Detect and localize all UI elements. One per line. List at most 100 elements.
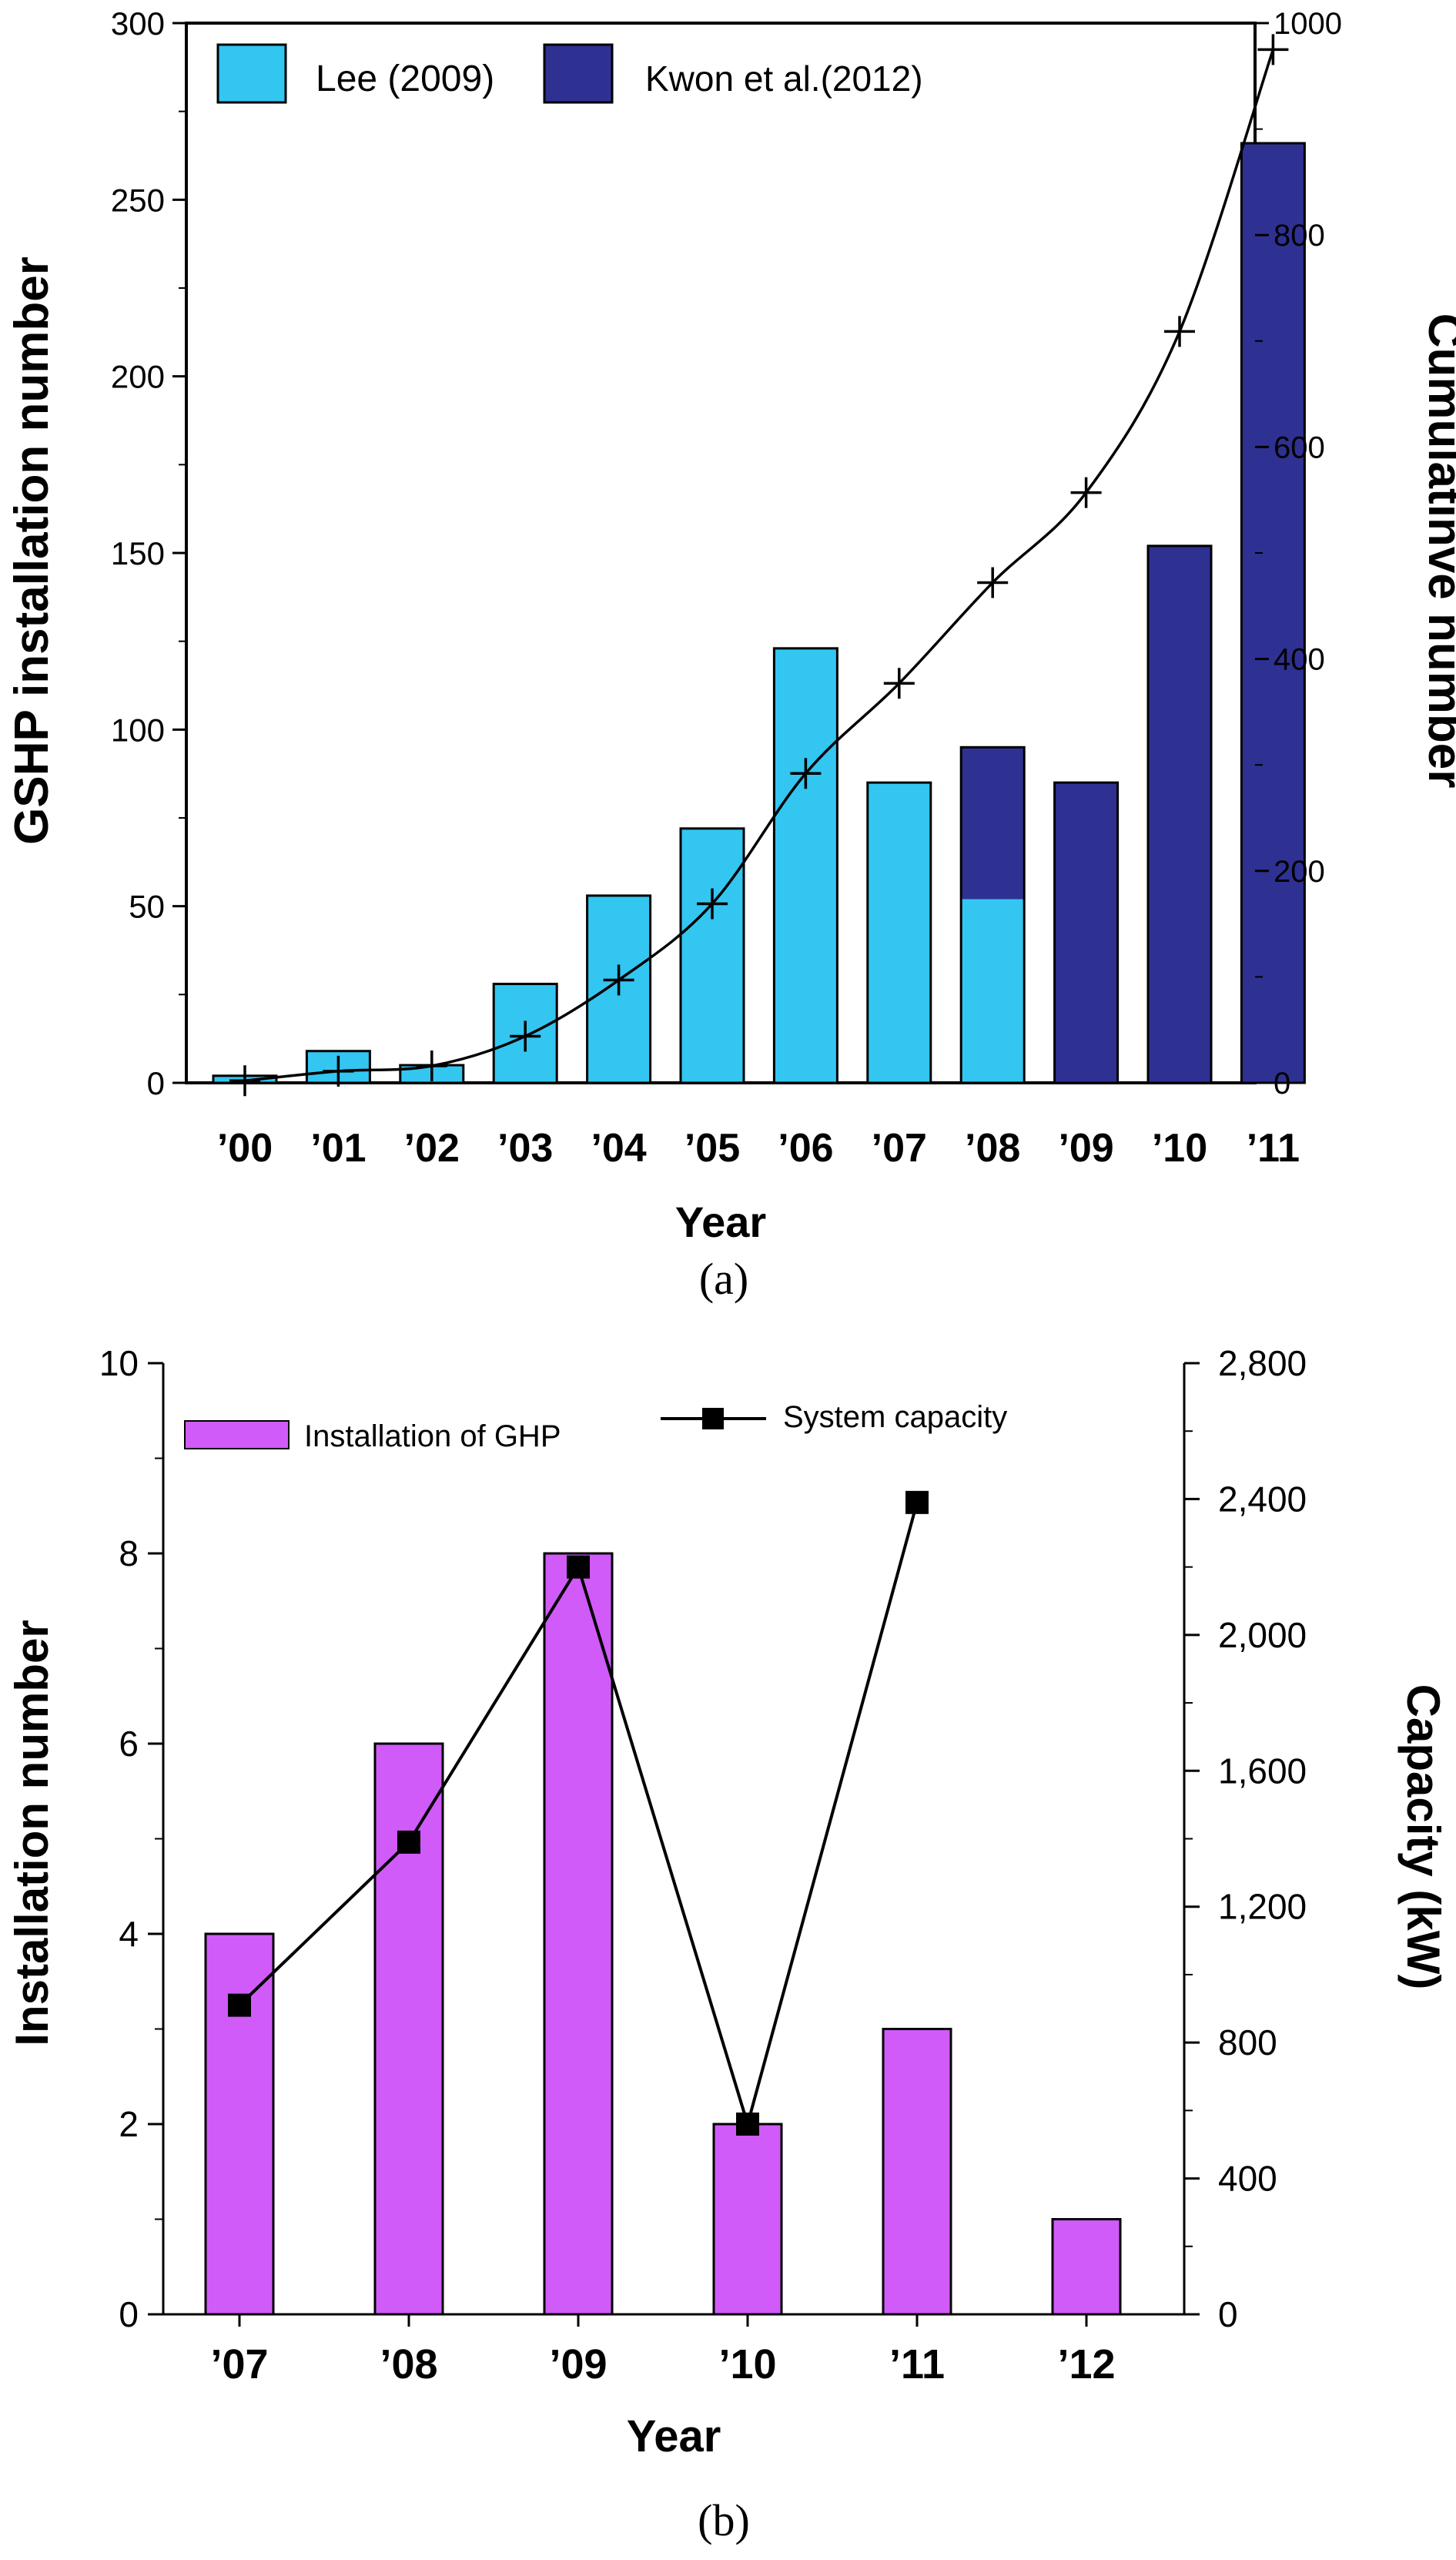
y2-tick-label-b-0: 0 [1218,2294,1238,2334]
bar-ghp-5 [1051,2218,1122,2316]
bar-outline-3 [492,983,558,1084]
y-tick-label-b-1: 2 [119,2104,139,2144]
x-tick-label-a-2: ’02 [404,1126,460,1171]
y2-tick-label-b-2: 800 [1218,2022,1277,2062]
bar-ghp-0 [204,1932,275,2316]
y-tick-label-b-2: 4 [119,1914,139,1954]
cumulative-point-0 [229,1065,260,1097]
x-tick-label-a-7: ’07 [872,1126,927,1171]
x-tick-label-a-9: ’09 [1058,1126,1113,1171]
cumulative-point-6 [790,758,822,789]
y-tick-label-a-2: 100 [111,712,165,748]
legend-a: Lee (2009) Kwon et al.(2012) [216,43,923,104]
bar-lee-7 [867,782,931,1083]
bar-outline-4 [586,894,652,1084]
y2-tick-label-a-3: 600 [1274,431,1325,464]
y2-tick-label-a-1: 200 [1274,855,1325,889]
cumulative-point-11 [1257,34,1289,65]
bar-ghp-2 [543,1552,614,2316]
cumulative-point-5 [697,888,728,920]
x-tick-label-a-4: ’04 [591,1126,646,1171]
y-axis-label-b: Installation number [6,1620,58,2046]
y2-tick-label-b-7: 2,800 [1218,1343,1307,1383]
legend-marker-capacity [702,1408,724,1429]
legend-label-lee: Lee (2009) [316,59,494,99]
bar-outline-9 [1053,781,1120,1084]
cumulative-point-2 [416,1050,447,1081]
capacity-point-2 [567,1555,590,1579]
capacity-point-4 [905,1490,929,1514]
legend-label-kwon: Kwon et al.(2012) [645,59,923,99]
x-tick-label-b-1: ’08 [380,2341,437,2387]
y-tick-label-a-5: 250 [111,182,165,218]
bar-lee-5 [681,828,744,1083]
panel-caption-b: (b) [698,2495,750,2545]
cumulative-point-9 [1070,477,1102,508]
y2-tick-label-b-1: 400 [1218,2159,1277,2199]
bar-kwon-8 [961,747,1025,900]
x-tick-label-b-3: ’10 [718,2341,776,2387]
y2-tick-label-a-2: 400 [1274,643,1325,677]
bar-outline-11 [1240,142,1306,1084]
y2-tick-label-a-4: 800 [1274,219,1325,253]
bar-lee-8 [961,899,1025,1083]
x-tick-label-a-5: ’05 [684,1126,740,1171]
chart-panel-b: 0 2 4 6 8 10 0 400 800 1,200 1,600 2,000 2,400 2,800… [6,1343,1449,2545]
y-tick-label-b-0: 0 [119,2294,139,2334]
bar-ghp-3 [712,2123,783,2316]
y2-tick-label-b-5: 2,000 [1218,1615,1307,1655]
legend-swatch-kwon [543,43,614,104]
panel-caption-a: (a) [699,1254,748,1304]
x-tick-label-a-1: ’01 [310,1126,366,1171]
bar-kwon-10 [1148,545,1211,1083]
legend-swatch-lee [216,43,287,104]
x-tick-label-b-2: ’09 [549,2341,607,2387]
legend-b: Installation of GHP System capacity [184,1400,1007,1453]
bar-kwon-11 [1241,142,1305,1084]
y-tick-label-a-3: 150 [111,535,165,571]
cumulative-point-8 [977,567,1009,598]
cumulative-point-4 [603,964,634,996]
y-tick-label-a-1: 50 [129,889,165,925]
x-tick-label-b-5: ’12 [1057,2341,1115,2387]
x-tick-label-a-3: ’03 [497,1126,553,1171]
x-tick-label-a-8: ’08 [965,1126,1020,1171]
bar-ghp-4 [882,2028,952,2316]
bar-lee-6 [774,648,838,1083]
bar-outline-6 [772,647,838,1084]
bar-outline-7 [866,781,932,1084]
capacity-point-0 [228,1993,251,2017]
y-axis-label-a: GSHP installation number [5,256,59,845]
y2-axis-label-b: Capacity (kW) [1397,1684,1449,1990]
x-tick-label-a-0: ’00 [217,1126,273,1171]
legend-label-capacity: System capacity [783,1400,1007,1434]
bar-kwon-9 [1054,782,1118,1083]
bar-outline-10 [1146,545,1213,1084]
cumulative-point-1 [323,1055,354,1087]
capacity-point-1 [397,1830,420,1854]
cumulative-point-10 [1164,316,1195,347]
y2-tick-label-b-6: 2,400 [1218,1479,1307,1519]
cumulative-point-7 [883,668,915,699]
y-tick-label-b-3: 6 [119,1724,139,1764]
cumulative-point-3 [510,1020,541,1052]
y-tick-label-b-4: 8 [119,1533,139,1573]
y-tick-label-b-5: 10 [99,1343,139,1383]
y-tick-label-a-6: 300 [111,5,165,42]
x-axis-label-a: Year [675,1198,766,1246]
y2-tick-label-a-0: 0 [1274,1067,1290,1101]
x-tick-label-b-4: ’11 [889,2341,945,2387]
x-tick-label-a-10: ’10 [1152,1126,1207,1171]
bar-outline-8 [959,746,1026,1084]
y-tick-label-a-4: 200 [111,359,165,395]
chart-panel-a: 0 50 100 150 200 250 300 0 200 400 600 800 1000 ’00… [5,5,1456,1304]
x-axis-label-b: Year [627,2411,721,2461]
y2-tick-label-b-4: 1,600 [1218,1751,1307,1791]
legend-swatch-ghp [184,1420,290,1449]
capacity-point-3 [736,2113,759,2136]
x-tick-label-a-11: ’11 [1247,1126,1300,1171]
bar-ghp-1 [373,1742,444,2316]
y2-axis-label-a: Cumulatinve number [1418,313,1456,789]
